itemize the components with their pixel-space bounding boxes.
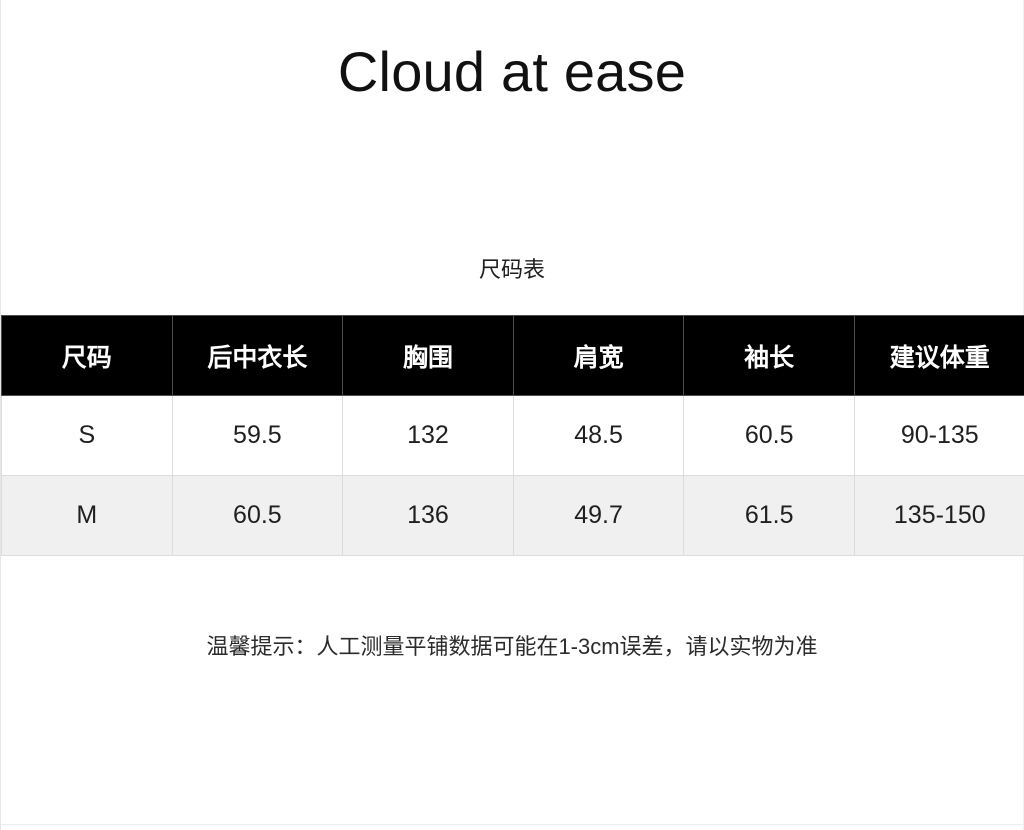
cell-suggested-weight: 90-135 xyxy=(853,395,1024,476)
cell-back-length: 59.5 xyxy=(171,395,344,476)
bottom-divider xyxy=(1,824,1023,825)
cell-back-length: 60.5 xyxy=(171,475,344,556)
cell-sleeve-length: 61.5 xyxy=(683,475,855,556)
cell-shoulder-width: 49.7 xyxy=(512,475,685,556)
size-table-container: 尺码 后中衣长 胸围 肩宽 袖长 建议体重 S 59.5 132 48.5 60… xyxy=(1,315,1024,556)
size-table: 尺码 后中衣长 胸围 肩宽 袖长 建议体重 S 59.5 132 48.5 60… xyxy=(1,315,1024,556)
page-title: Cloud at ease xyxy=(337,40,687,103)
column-header-sleeve-length: 袖长 xyxy=(683,315,855,396)
cell-sleeve-length: 60.5 xyxy=(683,395,855,476)
cell-size: S xyxy=(1,395,173,476)
cell-bust: 132 xyxy=(342,395,514,476)
size-table-head: 尺码 后中衣长 胸围 肩宽 袖长 建议体重 xyxy=(1,315,1024,396)
cell-shoulder-width: 48.5 xyxy=(512,395,685,476)
column-header-shoulder-width: 肩宽 xyxy=(512,315,685,396)
column-header-bust: 胸围 xyxy=(342,315,514,396)
size-table-body: S 59.5 132 48.5 60.5 90-135 M 60.5 136 4… xyxy=(1,395,1024,556)
size-chart-caption: 尺码表 xyxy=(478,257,545,282)
column-header-suggested-weight: 建议体重 xyxy=(853,315,1024,396)
table-row: M 60.5 136 49.7 61.5 135-150 xyxy=(1,475,1024,556)
measurement-note: 温馨提示：人工测量平铺数据可能在1-3cm误差，请以实物为准 xyxy=(206,634,818,659)
cell-bust: 136 xyxy=(342,475,514,556)
title-block: Cloud at ease xyxy=(1,40,1023,104)
table-row: S 59.5 132 48.5 60.5 90-135 xyxy=(1,395,1024,476)
column-header-size: 尺码 xyxy=(1,315,173,396)
cell-suggested-weight: 135-150 xyxy=(853,475,1024,556)
table-header-row: 尺码 后中衣长 胸围 肩宽 袖长 建议体重 xyxy=(1,315,1024,396)
cell-size: M xyxy=(1,475,173,556)
column-header-back-length: 后中衣长 xyxy=(171,315,344,396)
